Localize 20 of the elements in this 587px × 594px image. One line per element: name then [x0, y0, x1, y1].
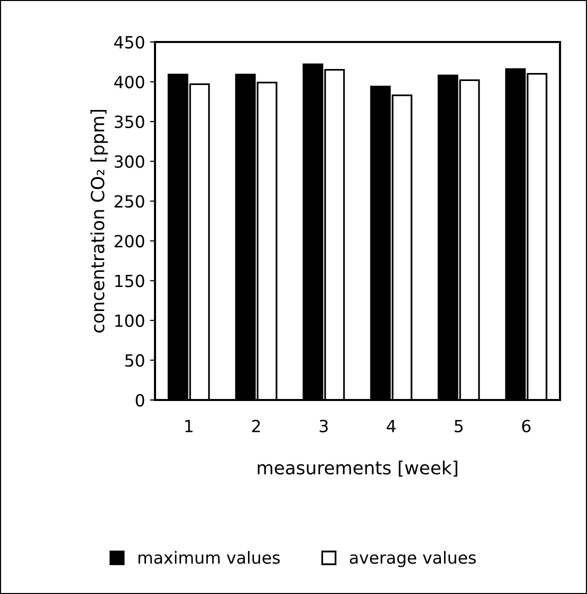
x-tick-label: 4	[386, 420, 396, 432]
y-tick-label: 300	[114, 155, 144, 168]
x-tick-label: 3	[320, 420, 328, 432]
x-axis-title: measurements [week]	[258, 460, 458, 477]
y-tick-label: 0	[136, 394, 144, 407]
y-tick-label: 200	[114, 234, 144, 248]
y-tick-label: 150	[115, 274, 144, 288]
y-tick-label: 400	[114, 76, 144, 88]
x-tick-label: 6	[522, 420, 531, 432]
y-tick-label: 250	[114, 195, 144, 208]
legend-label: average values	[350, 550, 476, 568]
y-tick-label: 450	[114, 36, 144, 49]
x-tick-label: 5	[454, 420, 463, 432]
y-axis-title: concentration CO₂ [ppm]	[90, 110, 108, 333]
x-tick-label: 2	[252, 420, 260, 432]
y-tick-label: 350	[114, 116, 144, 128]
y-tick-label: 50	[125, 354, 144, 367]
y-tick-label: 100	[115, 314, 144, 328]
legend-label: maximum values	[138, 550, 280, 564]
x-tick-label: 1	[185, 420, 193, 432]
